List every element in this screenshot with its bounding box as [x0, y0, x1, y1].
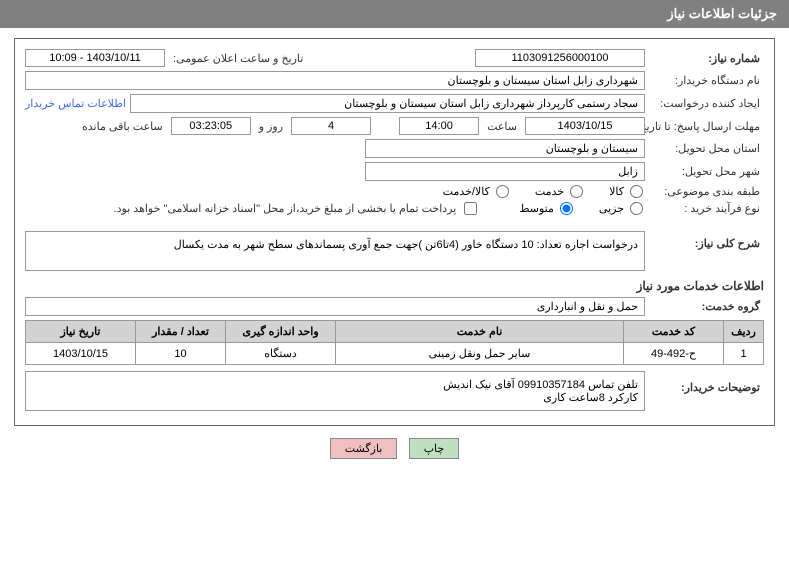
- cell-unit: دستگاه: [226, 343, 336, 365]
- label-days-and: روز و: [255, 120, 287, 133]
- label-cat-goods: کالا: [609, 185, 624, 198]
- cell-quantity: 10: [136, 343, 226, 365]
- cell-need-date: 1403/10/15: [26, 343, 136, 365]
- label-service-group: گروه خدمت:: [649, 300, 764, 313]
- th-need-date: تاریخ نیاز: [26, 321, 136, 343]
- label-announce-datetime: تاریخ و ساعت اعلان عمومی:: [169, 52, 307, 65]
- label-buyer-org: نام دستگاه خریدار:: [649, 74, 764, 87]
- label-delivery-city: شهر محل تحویل:: [649, 165, 764, 178]
- field-buyer-org: شهرداری زابل استان سیستان و بلوچستان: [25, 71, 645, 90]
- label-payment-note: پرداخت تمام یا بخشی از مبلغ خرید،از محل …: [114, 202, 457, 215]
- th-row: ردیف: [724, 321, 764, 343]
- field-days-left: 4: [291, 117, 371, 135]
- link-buyer-contact[interactable]: اطلاعات تماس خریدار: [25, 97, 126, 110]
- label-need-summary: شرح کلی نیاز:: [649, 231, 764, 250]
- field-requester: سجاد رستمی کارپرداز شهرداری زابل استان س…: [130, 94, 645, 113]
- page-header: جزئیات اطلاعات نیاز: [0, 0, 789, 28]
- th-service-name: نام خدمت: [336, 321, 624, 343]
- field-delivery-province: سیستان و بلوچستان: [365, 139, 645, 158]
- buyer-notes-line2: کارکرد 8ساعت کاری: [32, 391, 638, 404]
- label-purchase-type: نوع فرآیند خرید :: [649, 202, 764, 215]
- print-button[interactable]: چاپ: [409, 438, 460, 459]
- label-deadline: مهلت ارسال پاسخ: تا تاریخ:: [649, 120, 764, 133]
- section-service-info: اطلاعات خدمات مورد نیاز: [25, 279, 764, 293]
- table-row: 1 ح-492-49 سایر حمل ونقل زمینی دستگاه 10…: [26, 343, 764, 365]
- cell-service-name: سایر حمل ونقل زمینی: [336, 343, 624, 365]
- th-unit: واحد اندازه گیری: [226, 321, 336, 343]
- field-buyer-notes: تلفن تماس 09910357184 آقای نیک اندیش کار…: [25, 371, 645, 411]
- field-delivery-city: زابل: [365, 162, 645, 181]
- buyer-notes-line1: تلفن تماس 09910357184 آقای نیک اندیش: [32, 378, 638, 391]
- label-cat-goods-service: کالا/خدمت: [443, 185, 490, 198]
- field-time-left: 03:23:05: [171, 117, 251, 135]
- checkbox-payment[interactable]: [464, 202, 477, 215]
- radio-type-partial[interactable]: [630, 202, 643, 215]
- back-button[interactable]: بازگشت: [330, 438, 398, 459]
- label-requester: ایجاد کننده درخواست:: [649, 97, 764, 110]
- label-remaining: ساعت باقی مانده: [78, 120, 167, 133]
- cell-service-code: ح-492-49: [624, 343, 724, 365]
- cell-row: 1: [724, 343, 764, 365]
- th-service-code: کد خدمت: [624, 321, 724, 343]
- field-need-number: 1103091256000100: [475, 49, 645, 67]
- label-buyer-notes: توضیحات خریدار:: [649, 371, 764, 394]
- label-type-partial: جزیی: [599, 202, 624, 215]
- label-time: ساعت: [483, 120, 521, 133]
- label-type-medium: متوسط: [519, 202, 554, 215]
- field-service-group: حمل و نقل و انبارداری: [25, 297, 645, 316]
- field-deadline-time: 14:00: [399, 117, 479, 135]
- services-table: ردیف کد خدمت نام خدمت واحد اندازه گیری ت…: [25, 320, 764, 365]
- field-need-summary: درخواست اجاره تعداد: 10 دستگاه خاور (4تا…: [25, 231, 645, 271]
- radio-cat-service[interactable]: [570, 185, 583, 198]
- label-cat-service: خدمت: [535, 185, 564, 198]
- header-title: جزئیات اطلاعات نیاز: [667, 6, 777, 21]
- th-quantity: تعداد / مقدار: [136, 321, 226, 343]
- label-need-number: شماره نیاز:: [649, 52, 764, 65]
- field-announce-datetime: 1403/10/11 - 10:09: [25, 49, 165, 67]
- radio-cat-goods[interactable]: [630, 185, 643, 198]
- label-subject-category: طبقه بندی موضوعی:: [649, 185, 764, 198]
- label-delivery-province: استان محل تحویل:: [649, 142, 764, 155]
- radio-cat-goods-service[interactable]: [496, 185, 509, 198]
- radio-type-medium[interactable]: [560, 202, 573, 215]
- field-deadline-date: 1403/10/15: [525, 117, 645, 135]
